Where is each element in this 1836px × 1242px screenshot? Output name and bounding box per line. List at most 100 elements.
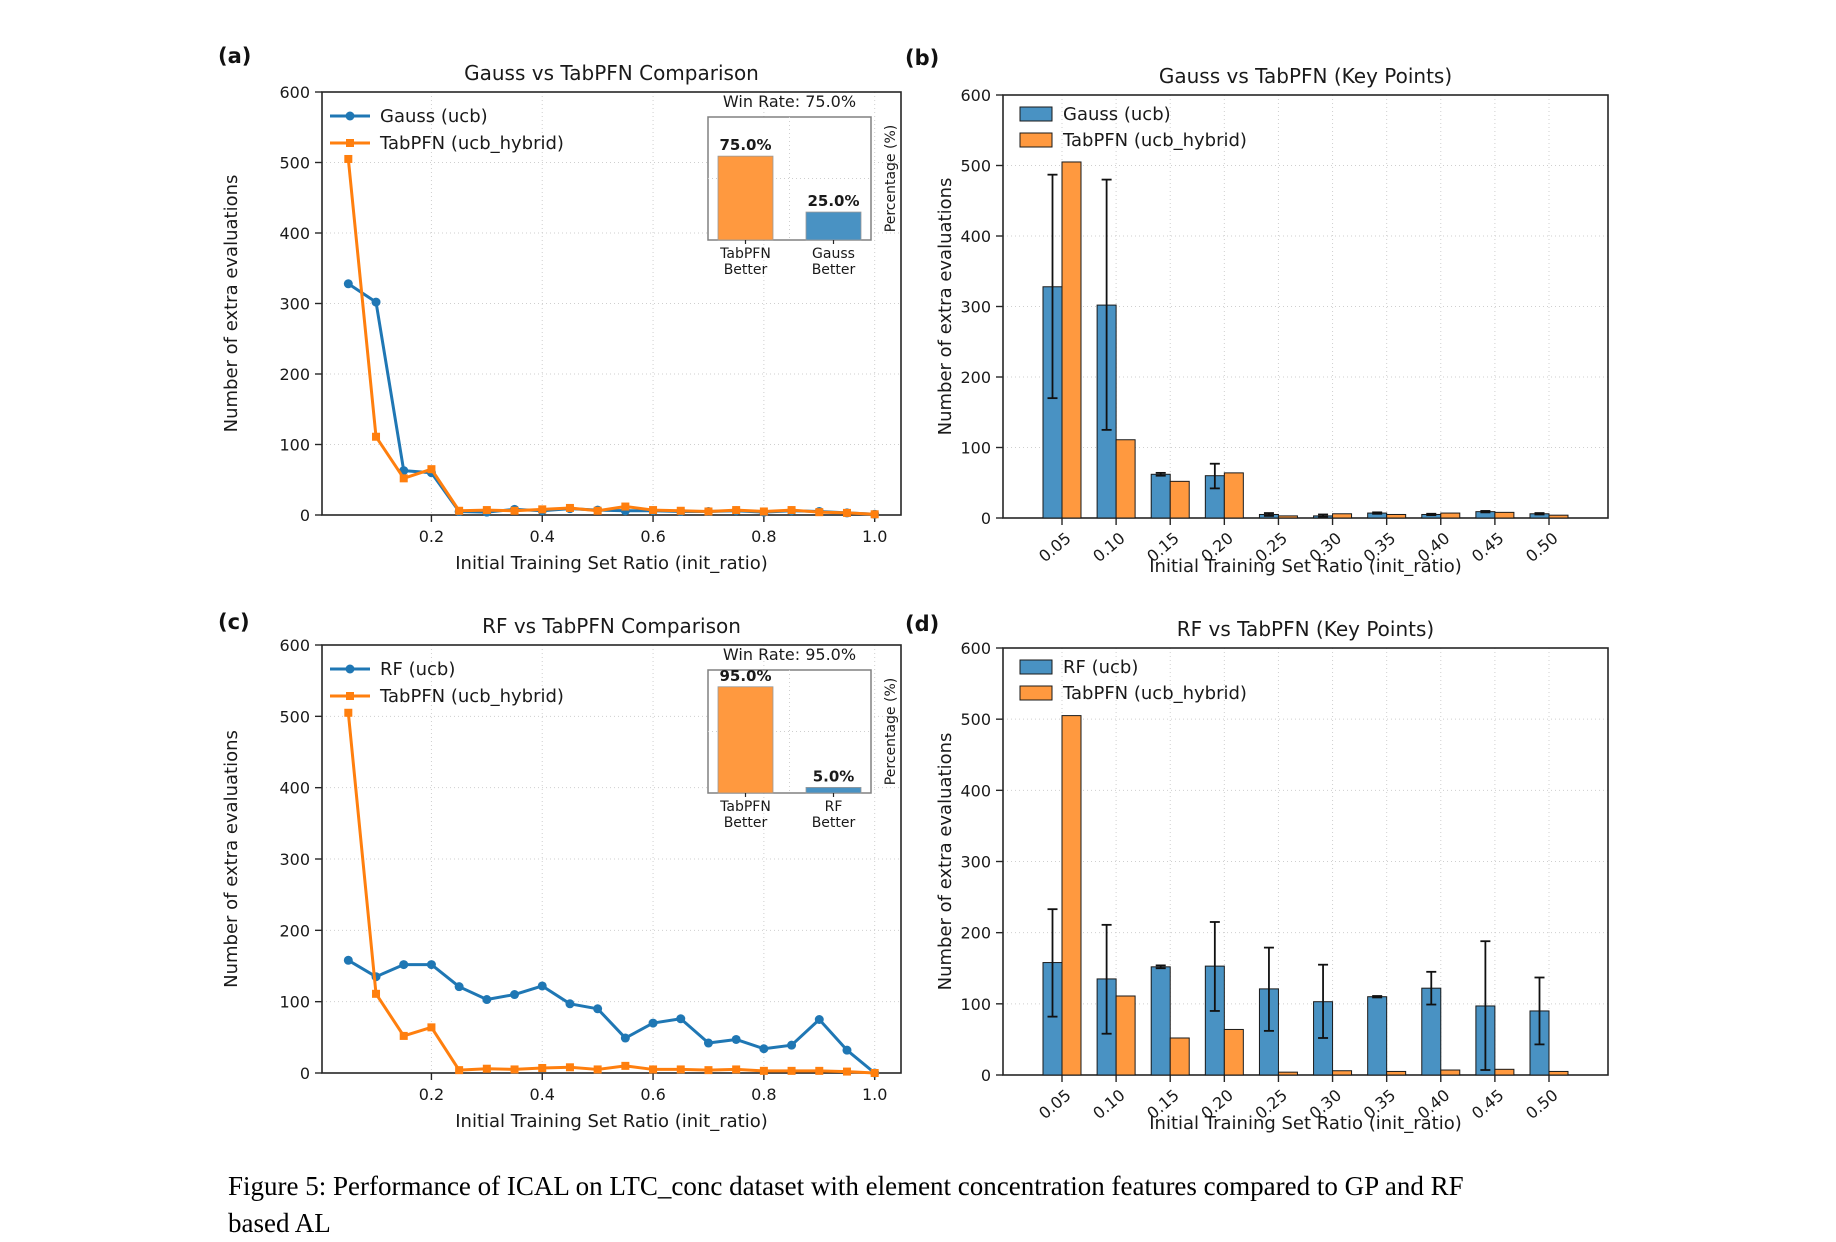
svg-text:Better: Better (812, 262, 856, 278)
data-point-marker (427, 465, 436, 474)
y-tick-label: 600 (960, 639, 991, 658)
x-tick-label: 0.2 (419, 527, 444, 546)
legend-marker (345, 111, 355, 121)
y-axis-label: Number of extra evaluations (935, 733, 956, 991)
data-bar (1277, 515, 1298, 519)
data-point-marker (870, 510, 879, 519)
x-axis-label: Initial Training Set Ratio (init_ratio) (455, 553, 768, 574)
data-point-marker (455, 506, 464, 515)
data-bar (1332, 1070, 1353, 1076)
data-point-marker (870, 1069, 879, 1077)
inset-bar (805, 787, 862, 794)
svg-text:Better: Better (724, 262, 768, 278)
data-point-marker (676, 506, 685, 515)
y-tick-label: 200 (279, 365, 310, 384)
legend-label: RF (ucb) (380, 659, 455, 680)
legend-swatch (1019, 659, 1053, 675)
y-tick-label: 500 (279, 154, 310, 173)
x-tick-label: 0.6 (640, 1085, 665, 1104)
y-tick-label: 600 (279, 636, 310, 655)
data-line (346, 712, 875, 1075)
inset-win-rate-title: Win Rate: 75.0% (723, 92, 856, 111)
data-point-marker (482, 506, 491, 515)
data-point-marker (621, 502, 630, 511)
x-tick-label: 0.6 (640, 527, 665, 546)
inset-tick-label: RF (825, 799, 843, 815)
x-tick-label: 0.4 (530, 1085, 555, 1104)
chart-gauss-vs-tabpfn-comparison: 0 100 200 300 400 500 600 Gauss vs TabPFN Compa… (221, 61, 902, 574)
panel-title: Gauss vs TabPFN Comparison (464, 61, 759, 85)
legend-swatch (1019, 132, 1053, 148)
legend-label: TabPFN (ucb_hybrid) (1062, 130, 1247, 151)
data-point-marker (815, 508, 824, 517)
data-point-marker (343, 279, 353, 289)
panel-title: RF vs TabPFN Comparison (482, 614, 741, 638)
data-bar (1223, 1028, 1244, 1076)
svg-text:Better: Better (812, 815, 856, 831)
data-point-marker (537, 981, 547, 991)
y-tick-label: 400 (960, 781, 991, 800)
x-tick-label: 0.50 (1522, 1086, 1562, 1123)
y-axis-label: Number of extra evaluations (221, 175, 242, 433)
legend-marker (345, 664, 355, 674)
panel-b-label: (b) (905, 46, 940, 70)
data-point-marker (593, 506, 602, 515)
data-point-marker (842, 1045, 852, 1055)
data-point-marker (454, 982, 464, 992)
data-bar (1169, 480, 1190, 519)
data-bar (1169, 1037, 1190, 1076)
data-point-marker (455, 1066, 464, 1075)
data-bar (1440, 512, 1461, 519)
panel-d-label: (d) (905, 612, 940, 636)
inset-y-axis-label: Percentage (%) (883, 125, 899, 232)
data-point-marker (732, 1065, 741, 1074)
inset-bar (805, 211, 862, 241)
data-point-marker (787, 506, 796, 515)
svg-text:Better: Better (724, 815, 768, 831)
x-tick-label: 0.10 (1089, 1086, 1129, 1123)
inset-bar-value: 5.0% (813, 767, 855, 785)
data-line (347, 282, 875, 516)
data-point-marker (482, 995, 492, 1005)
x-tick-label: 0.8 (751, 527, 776, 546)
inset-tick-label: TabPFN (719, 799, 771, 815)
data-point-marker (344, 708, 353, 717)
data-line (346, 158, 875, 516)
data-point-marker (703, 1038, 713, 1048)
data-bar (1223, 472, 1244, 519)
y-tick-label: 300 (279, 295, 310, 314)
data-bar (1061, 161, 1082, 519)
data-point-marker (344, 154, 353, 163)
data-point-marker (371, 297, 381, 307)
panel-title: RF vs TabPFN (Key Points) (1177, 617, 1434, 641)
x-tick-label: 0.2 (419, 1085, 444, 1104)
data-bar (1548, 1070, 1569, 1076)
inset-bar (717, 155, 774, 241)
data-point-marker (399, 474, 408, 483)
data-point-marker (787, 1066, 796, 1075)
data-point-marker (593, 1004, 603, 1014)
y-tick-label: 0 (981, 1066, 991, 1085)
data-point-marker (787, 1040, 797, 1050)
legend-label: RF (ucb) (1063, 657, 1138, 678)
data-bar (1548, 514, 1569, 519)
data-point-marker (731, 1034, 741, 1044)
y-tick-label: 500 (279, 707, 310, 726)
y-tick-label: 100 (960, 995, 991, 1014)
data-point-marker (842, 1067, 851, 1076)
data-point-marker (759, 1044, 769, 1054)
x-tick-label: 0.05 (1035, 1086, 1075, 1123)
data-point-marker (620, 1033, 630, 1043)
y-tick-label: 0 (300, 506, 310, 525)
data-bar (1367, 996, 1388, 1076)
data-point-marker (649, 1065, 658, 1074)
y-tick-label: 300 (960, 853, 991, 872)
y-tick-label: 100 (279, 436, 310, 455)
x-axis-label: Initial Training Set Ratio (init_ratio) (1149, 1113, 1462, 1134)
panel-title: Gauss vs TabPFN (Key Points) (1159, 64, 1452, 88)
x-tick-label: 0.45 (1468, 1086, 1508, 1123)
panel-c-label: (c) (218, 610, 250, 634)
legend-swatch (1019, 106, 1053, 122)
data-point-marker (621, 1061, 630, 1070)
y-tick-label: 200 (960, 368, 991, 387)
